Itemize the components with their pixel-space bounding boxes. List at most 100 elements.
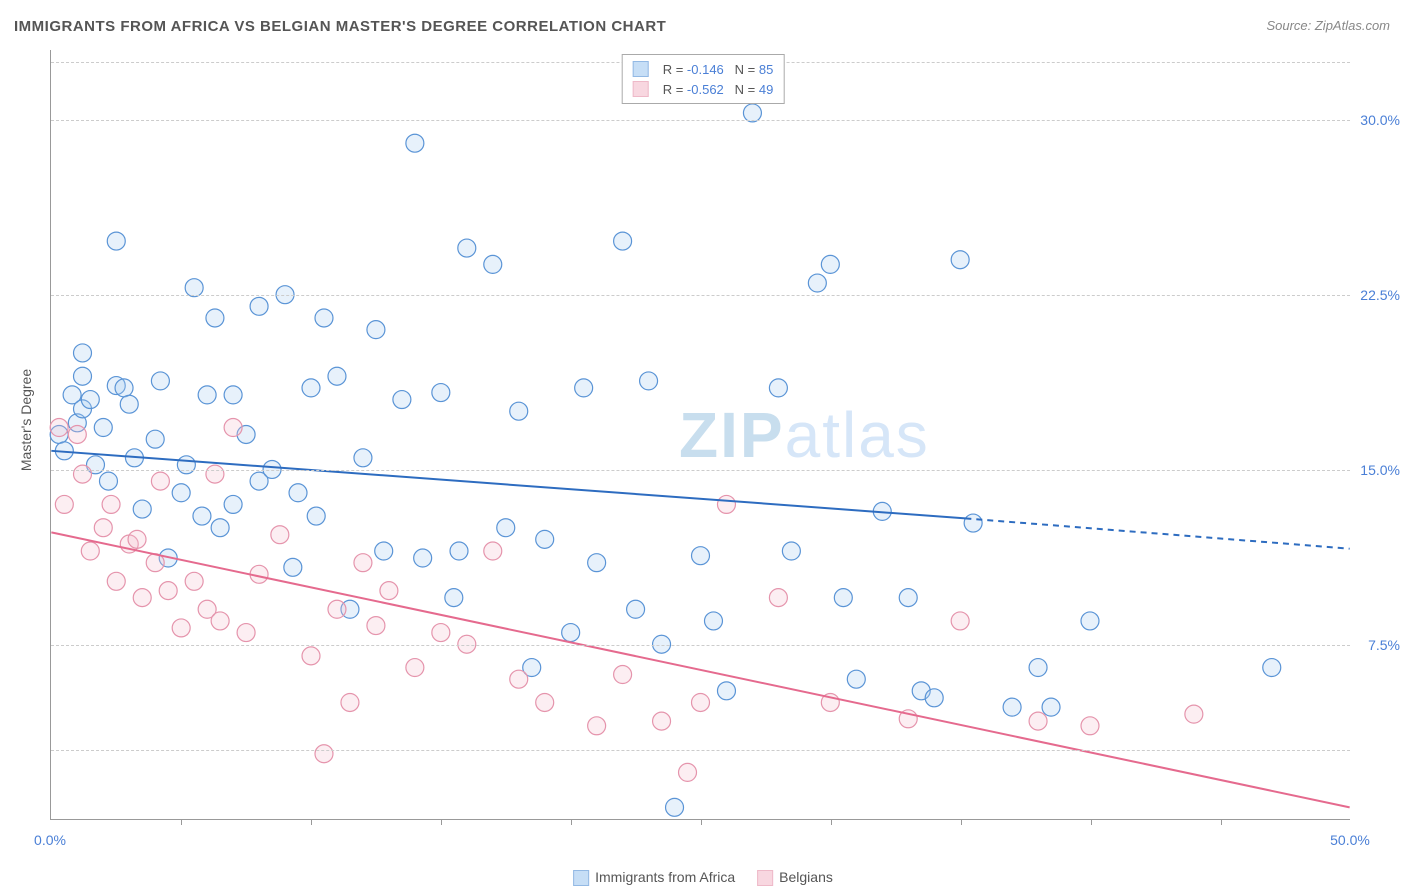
data-point-belgians [133, 589, 151, 607]
data-point-africa [717, 682, 735, 700]
data-point-africa [964, 514, 982, 532]
data-point-belgians [302, 647, 320, 665]
legend-row-africa: R = -0.146 N = 85 [633, 59, 774, 79]
data-point-belgians [68, 426, 86, 444]
data-point-belgians [588, 717, 606, 735]
plot-svg [51, 50, 1350, 819]
y-tick-label: 7.5% [1354, 637, 1400, 653]
x-tick [441, 819, 442, 825]
data-point-africa [834, 589, 852, 607]
data-point-belgians [237, 624, 255, 642]
data-point-africa [224, 386, 242, 404]
data-point-africa [302, 379, 320, 397]
x-tick [831, 819, 832, 825]
legend-stats: R = -0.562 N = 49 [663, 82, 774, 97]
y-tick-label: 30.0% [1354, 112, 1400, 128]
legend-swatch [633, 61, 649, 77]
correlation-legend: R = -0.146 N = 85 R = -0.562 N = 49 [622, 54, 785, 104]
data-point-africa [224, 495, 242, 513]
data-point-africa [393, 391, 411, 409]
plot-area: ZIPatlas 7.5%15.0%22.5%30.0% [50, 50, 1350, 820]
data-point-africa [328, 367, 346, 385]
data-point-africa [81, 391, 99, 409]
data-point-africa [115, 379, 133, 397]
data-point-africa [250, 297, 268, 315]
data-point-africa [588, 554, 606, 572]
data-point-africa [899, 589, 917, 607]
bottom-legend-label: Immigrants from Africa [595, 869, 735, 885]
regression-line-africa [51, 451, 965, 519]
data-point-belgians [769, 589, 787, 607]
data-point-belgians [81, 542, 99, 560]
y-tick-label: 15.0% [1354, 462, 1400, 478]
bottom-legend-item-belgians: Belgians [757, 869, 833, 886]
data-point-belgians [536, 693, 554, 711]
data-point-africa [692, 547, 710, 565]
data-point-africa [627, 600, 645, 618]
bottom-legend-item-africa: Immigrants from Africa [573, 869, 735, 886]
data-point-africa [562, 624, 580, 642]
data-point-africa [172, 484, 190, 502]
data-point-africa [769, 379, 787, 397]
data-point-belgians [367, 617, 385, 635]
data-point-belgians [432, 624, 450, 642]
data-point-africa [821, 255, 839, 273]
gridline [51, 750, 1350, 751]
data-point-africa [1003, 698, 1021, 716]
data-point-belgians [653, 712, 671, 730]
data-point-belgians [951, 612, 969, 630]
x-tick [1091, 819, 1092, 825]
gridline [51, 120, 1350, 121]
data-point-africa [146, 430, 164, 448]
x-tick-label: 50.0% [1330, 832, 1370, 848]
series-legend: Immigrants from Africa Belgians [573, 869, 833, 886]
data-point-africa [414, 549, 432, 567]
data-point-belgians [1029, 712, 1047, 730]
bottom-legend-label: Belgians [779, 869, 833, 885]
x-tick [311, 819, 312, 825]
legend-swatch [757, 870, 773, 886]
data-point-africa [120, 395, 138, 413]
x-tick [1221, 819, 1222, 825]
data-point-belgians [328, 600, 346, 618]
data-point-africa [133, 500, 151, 518]
data-point-belgians [354, 554, 372, 572]
y-tick-label: 22.5% [1354, 287, 1400, 303]
data-point-africa [1029, 659, 1047, 677]
data-point-africa [484, 255, 502, 273]
regression-line-belgians [51, 532, 1349, 807]
gridline [51, 470, 1350, 471]
data-point-africa [1081, 612, 1099, 630]
data-point-belgians [679, 763, 697, 781]
data-point-africa [206, 309, 224, 327]
data-point-belgians [185, 572, 203, 590]
data-point-belgians [224, 419, 242, 437]
data-point-belgians [102, 495, 120, 513]
source-credit: Source: ZipAtlas.com [1266, 18, 1390, 33]
data-point-belgians [484, 542, 502, 560]
data-point-belgians [74, 465, 92, 483]
x-tick [701, 819, 702, 825]
data-point-belgians [380, 582, 398, 600]
data-point-belgians [1081, 717, 1099, 735]
x-tick [571, 819, 572, 825]
data-point-africa [74, 367, 92, 385]
data-point-africa [925, 689, 943, 707]
data-point-africa [94, 419, 112, 437]
data-point-africa [354, 449, 372, 467]
x-tick-label: 0.0% [34, 832, 66, 848]
data-point-africa [211, 519, 229, 537]
legend-stats: R = -0.146 N = 85 [663, 62, 774, 77]
data-point-africa [315, 309, 333, 327]
data-point-africa [666, 798, 684, 816]
data-point-belgians [1185, 705, 1203, 723]
data-point-africa [375, 542, 393, 560]
data-point-africa [450, 542, 468, 560]
data-point-africa [704, 612, 722, 630]
data-point-africa [847, 670, 865, 688]
data-point-africa [614, 232, 632, 250]
data-point-africa [198, 386, 216, 404]
legend-row-belgians: R = -0.562 N = 49 [633, 79, 774, 99]
data-point-africa [640, 372, 658, 390]
data-point-belgians [315, 745, 333, 763]
